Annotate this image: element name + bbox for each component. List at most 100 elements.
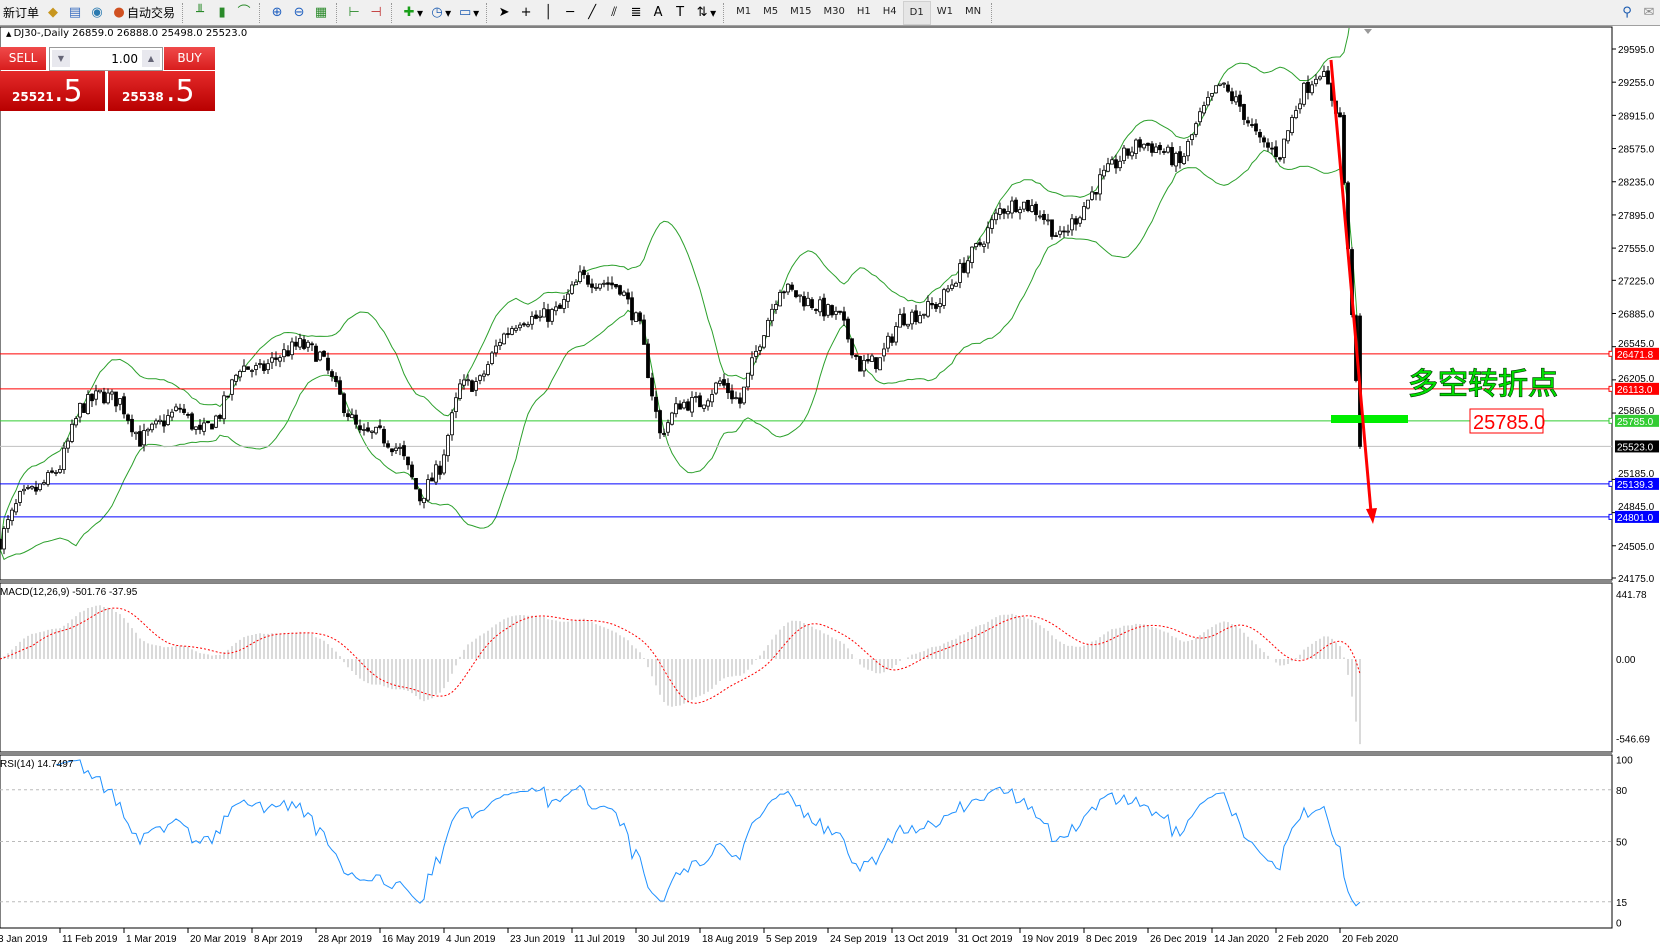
periods-button[interactable]: ◷ ▾ xyxy=(426,2,454,24)
auto-scroll-button[interactable]: ⊢ xyxy=(343,2,365,24)
candle-body xyxy=(1178,151,1182,164)
candlesticks xyxy=(0,65,1362,555)
horizontal-levels[interactable] xyxy=(0,350,1614,520)
candle-body xyxy=(722,379,726,386)
down-arrow-line[interactable] xyxy=(1329,59,1373,513)
candle-body xyxy=(498,342,502,347)
price-label-box[interactable] xyxy=(1469,408,1544,434)
vertical-line-button[interactable]: │ xyxy=(537,2,559,24)
lot-decrease-button[interactable]: ▼ xyxy=(52,50,70,67)
candle-body xyxy=(818,299,822,313)
market-watch-button[interactable]: ◆ xyxy=(42,2,64,24)
collapse-triangle-icon[interactable]: ▲ xyxy=(6,30,14,38)
candle-body xyxy=(302,339,306,349)
date-label: 20 Feb 2020 xyxy=(1342,934,1399,944)
timeframe-d1[interactable]: D1 xyxy=(902,0,931,25)
cursor-button[interactable]: ➤ xyxy=(493,2,515,24)
turning-point-text[interactable]: 多空转折点 xyxy=(1407,366,1558,402)
data-window-button[interactable]: ▤ xyxy=(64,2,86,24)
zoom-in-button[interactable]: ⊕ xyxy=(266,2,288,24)
timeframe-h4[interactable]: H4 xyxy=(882,5,897,17)
lot-increase-button[interactable]: ▲ xyxy=(142,50,160,67)
candle-body xyxy=(494,345,498,354)
search-button[interactable]: ⚲ xyxy=(1616,2,1638,24)
buy-button[interactable]: BUY xyxy=(164,47,215,70)
date-label: 11 Feb 2019 xyxy=(62,934,118,944)
pane-splitter[interactable] xyxy=(0,580,1612,583)
candle-body xyxy=(1086,199,1090,209)
auto-trading-button[interactable]: ● 自动交易 xyxy=(108,2,178,24)
candle-body xyxy=(298,338,302,348)
timeframe-mn[interactable]: MN xyxy=(964,5,982,17)
candle-body xyxy=(790,284,794,290)
level-handle[interactable] xyxy=(1608,385,1614,392)
price-tick-label: 29595.0 xyxy=(1618,45,1655,56)
rsi-pane xyxy=(55,759,1361,907)
text-label-button[interactable]: T xyxy=(669,2,691,24)
candle-body xyxy=(594,286,598,289)
chart-shift-button[interactable]: ⊣ xyxy=(365,2,387,24)
level-handle[interactable] xyxy=(1608,350,1614,357)
candle-body xyxy=(602,282,606,285)
bar-chart-button[interactable]: ╨ xyxy=(189,2,211,24)
tile-windows-button[interactable]: ▦ xyxy=(310,2,332,24)
sell-price-button[interactable]: 25521 .5 xyxy=(0,71,105,111)
price-tick-label: 27225.0 xyxy=(1618,276,1655,287)
indicators-button[interactable]: ✚ ▾ xyxy=(398,2,426,24)
new-order-button[interactable]: 新订单 xyxy=(0,2,42,24)
date-label: 14 Jan 2020 xyxy=(1214,934,1269,944)
timeframe-w1[interactable]: W1 xyxy=(936,5,953,17)
candle-body xyxy=(410,464,414,478)
timeframe-h1[interactable]: H1 xyxy=(856,5,871,17)
trendline-button[interactable]: ╱ xyxy=(581,2,603,24)
level-handle[interactable] xyxy=(1608,480,1614,487)
sell-button[interactable]: SELL xyxy=(0,47,46,70)
candle-body xyxy=(1182,155,1186,165)
chart-shift-marker-icon[interactable] xyxy=(1364,29,1372,34)
candle-body xyxy=(482,373,486,377)
timeframe-m30[interactable]: M30 xyxy=(823,5,845,17)
candle-body xyxy=(858,356,862,372)
level-handle[interactable] xyxy=(1608,417,1614,424)
candle-body xyxy=(1342,114,1346,184)
level-handle[interactable] xyxy=(1608,513,1614,520)
chart-window[interactable]: 29595.0 29255.0 28915.0 28575.0 28235.0 27895… xyxy=(0,26,1660,944)
horizontal-line-button[interactable]: ─ xyxy=(559,2,581,24)
candle-body xyxy=(286,350,290,357)
candlestick-button[interactable]: ▮ xyxy=(211,2,233,24)
timeframe-m5[interactable]: M5 xyxy=(763,5,779,17)
pane-splitter[interactable] xyxy=(0,752,1612,755)
text-button[interactable]: A xyxy=(647,2,669,24)
crosshair-button[interactable]: + xyxy=(515,2,537,24)
timeframe-m15[interactable]: M15 xyxy=(790,5,812,17)
buy-price-main: 25538 xyxy=(122,90,164,104)
candle-body xyxy=(94,390,98,400)
templates-button[interactable]: ▭ ▾ xyxy=(458,4,480,20)
candle-body xyxy=(626,292,630,300)
arrows-button[interactable]: ⇅ ▾ xyxy=(691,2,719,24)
price-tick-label: 28915.0 xyxy=(1618,111,1655,122)
turning-point-bar[interactable] xyxy=(1331,415,1408,423)
candle-body xyxy=(178,407,182,410)
timeframe-m1[interactable]: M1 xyxy=(736,5,752,17)
annotations[interactable]: 多空转折点 25785.0 xyxy=(1329,29,1559,524)
candle-body xyxy=(54,472,58,474)
candle-body xyxy=(314,345,318,362)
buy-price-button[interactable]: 25538 .5 xyxy=(108,71,215,111)
candle-body xyxy=(838,310,842,313)
signals-button[interactable]: ◉ xyxy=(86,2,108,24)
fibonacci-button[interactable]: ≣ xyxy=(625,2,647,24)
candle-body xyxy=(1206,96,1210,106)
candle-body xyxy=(306,341,310,348)
channel-button[interactable]: ⫽ xyxy=(603,2,625,24)
lot-size-input[interactable] xyxy=(70,49,140,69)
candle-body xyxy=(206,420,210,423)
lot-size-stepper[interactable]: ▼ ▲ xyxy=(49,47,163,71)
candle-body xyxy=(670,412,674,425)
zoom-out-button[interactable]: ⊖ xyxy=(288,2,310,24)
candle-body xyxy=(130,418,134,433)
line-chart-button[interactable]: ⌒ xyxy=(233,2,255,24)
chat-button[interactable]: ✉ xyxy=(1638,2,1660,24)
candle-body xyxy=(802,296,806,307)
candle-body xyxy=(1062,230,1066,233)
